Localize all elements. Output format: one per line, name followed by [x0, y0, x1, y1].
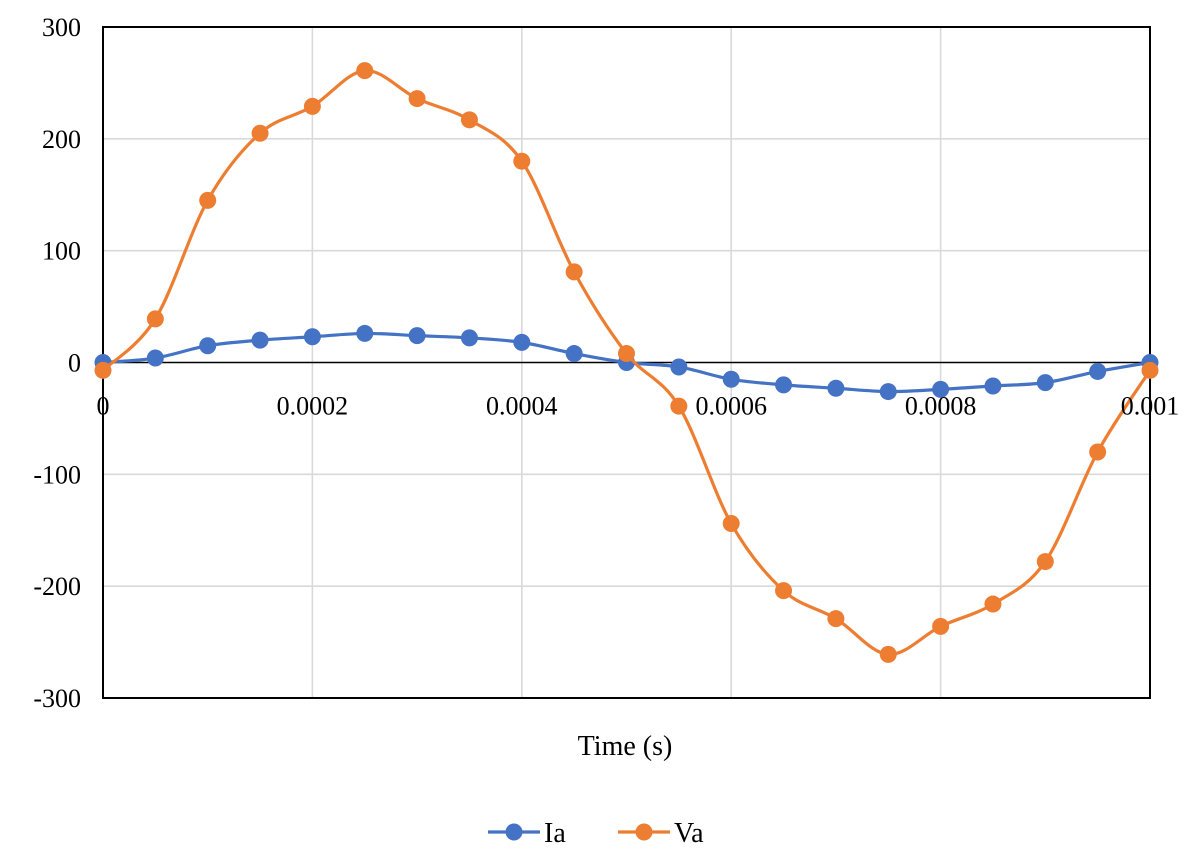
legend-item-va: Va — [618, 818, 704, 849]
data-point-va — [565, 263, 583, 281]
data-point-va — [722, 515, 740, 533]
legend: Ia Va — [488, 818, 704, 849]
data-point-va — [1141, 361, 1159, 379]
data-point-va — [775, 582, 793, 600]
y-tick-label: 300 — [42, 13, 81, 42]
data-point-va — [460, 111, 478, 129]
data-point-ia — [775, 376, 793, 394]
data-point-va — [94, 361, 112, 379]
y-tick-label: 100 — [42, 237, 81, 266]
x-axis-title: Time (s) — [578, 731, 673, 762]
data-point-ia — [356, 324, 374, 342]
x-tick-label: 0.0002 — [277, 392, 349, 421]
y-tick-label: -300 — [33, 684, 81, 713]
data-point-va — [1089, 443, 1107, 461]
data-point-va — [879, 645, 897, 663]
x-tick-label: 0.0008 — [905, 392, 977, 421]
data-point-va — [356, 62, 374, 80]
data-point-va — [199, 191, 217, 209]
data-point-ia — [932, 380, 950, 398]
legend-label-ia: Ia — [544, 818, 566, 849]
legend-marker-va — [635, 823, 653, 841]
series-layer — [94, 62, 1159, 663]
data-point-ia — [460, 329, 478, 347]
y-tick-label: -200 — [33, 572, 81, 601]
data-point-ia — [408, 327, 426, 345]
x-tick-label: 0.0006 — [695, 392, 767, 421]
series-va — [94, 62, 1159, 663]
data-point-va — [827, 610, 845, 628]
data-point-ia — [199, 337, 217, 355]
data-point-ia — [146, 349, 164, 367]
data-point-ia — [303, 328, 321, 346]
legend-item-ia: Ia — [488, 818, 566, 849]
data-point-va — [984, 595, 1002, 613]
data-point-ia — [565, 345, 583, 363]
data-point-ia — [1036, 374, 1054, 392]
x-tick-label: 0 — [97, 392, 110, 421]
data-point-ia — [879, 383, 897, 401]
x-tick-label: 0.0004 — [486, 392, 558, 421]
data-point-va — [1036, 553, 1054, 571]
legend-marker-ia — [505, 823, 523, 841]
y-tick-label: 200 — [42, 125, 81, 154]
gridlines — [103, 27, 1150, 698]
data-point-va — [251, 124, 269, 142]
data-point-va — [146, 310, 164, 328]
data-point-ia — [670, 358, 688, 376]
data-point-ia — [827, 379, 845, 397]
y-tick-label: 0 — [68, 349, 81, 378]
tick-labels: 0 0.0002 0.0004 0.0006 0.0008 0.001 300 200 100 0… — [33, 13, 1179, 713]
data-point-va — [932, 617, 950, 635]
data-point-ia — [984, 377, 1002, 395]
data-point-va — [670, 397, 688, 415]
data-point-ia — [1089, 362, 1107, 380]
data-point-va — [408, 90, 426, 108]
data-point-va — [513, 152, 531, 170]
y-tick-label: -100 — [33, 460, 81, 489]
data-point-va — [618, 345, 635, 363]
legend-label-va: Va — [674, 818, 704, 849]
x-tick-label: 0.001 — [1121, 392, 1180, 421]
data-point-ia — [722, 370, 740, 388]
data-point-va — [303, 97, 321, 115]
data-point-ia — [513, 333, 531, 351]
data-point-ia — [251, 331, 269, 349]
